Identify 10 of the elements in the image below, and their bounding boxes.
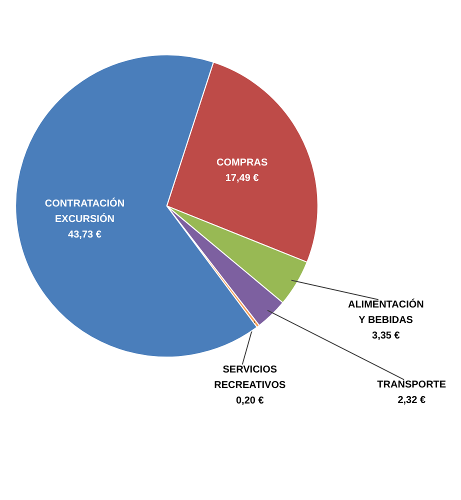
data-label: 0,20 €	[236, 395, 264, 406]
slice-label: SERVICIOS RECREATIVOS	[214, 364, 286, 391]
data-label: 43,73 €	[68, 229, 102, 240]
data-label: 2,32 €	[398, 395, 426, 406]
slice-label: CONTRATACIÓN EXCURSIÓN	[44, 198, 125, 225]
data-label: 17,49 €	[225, 172, 260, 184]
data-label: 3,35 €	[372, 330, 400, 342]
slice-label: COMPRAS	[216, 158, 268, 169]
slice-label: TRANSPORTE	[377, 380, 446, 391]
slice-label: ALIMENTACIÓN Y BEBIDAS	[348, 298, 424, 326]
